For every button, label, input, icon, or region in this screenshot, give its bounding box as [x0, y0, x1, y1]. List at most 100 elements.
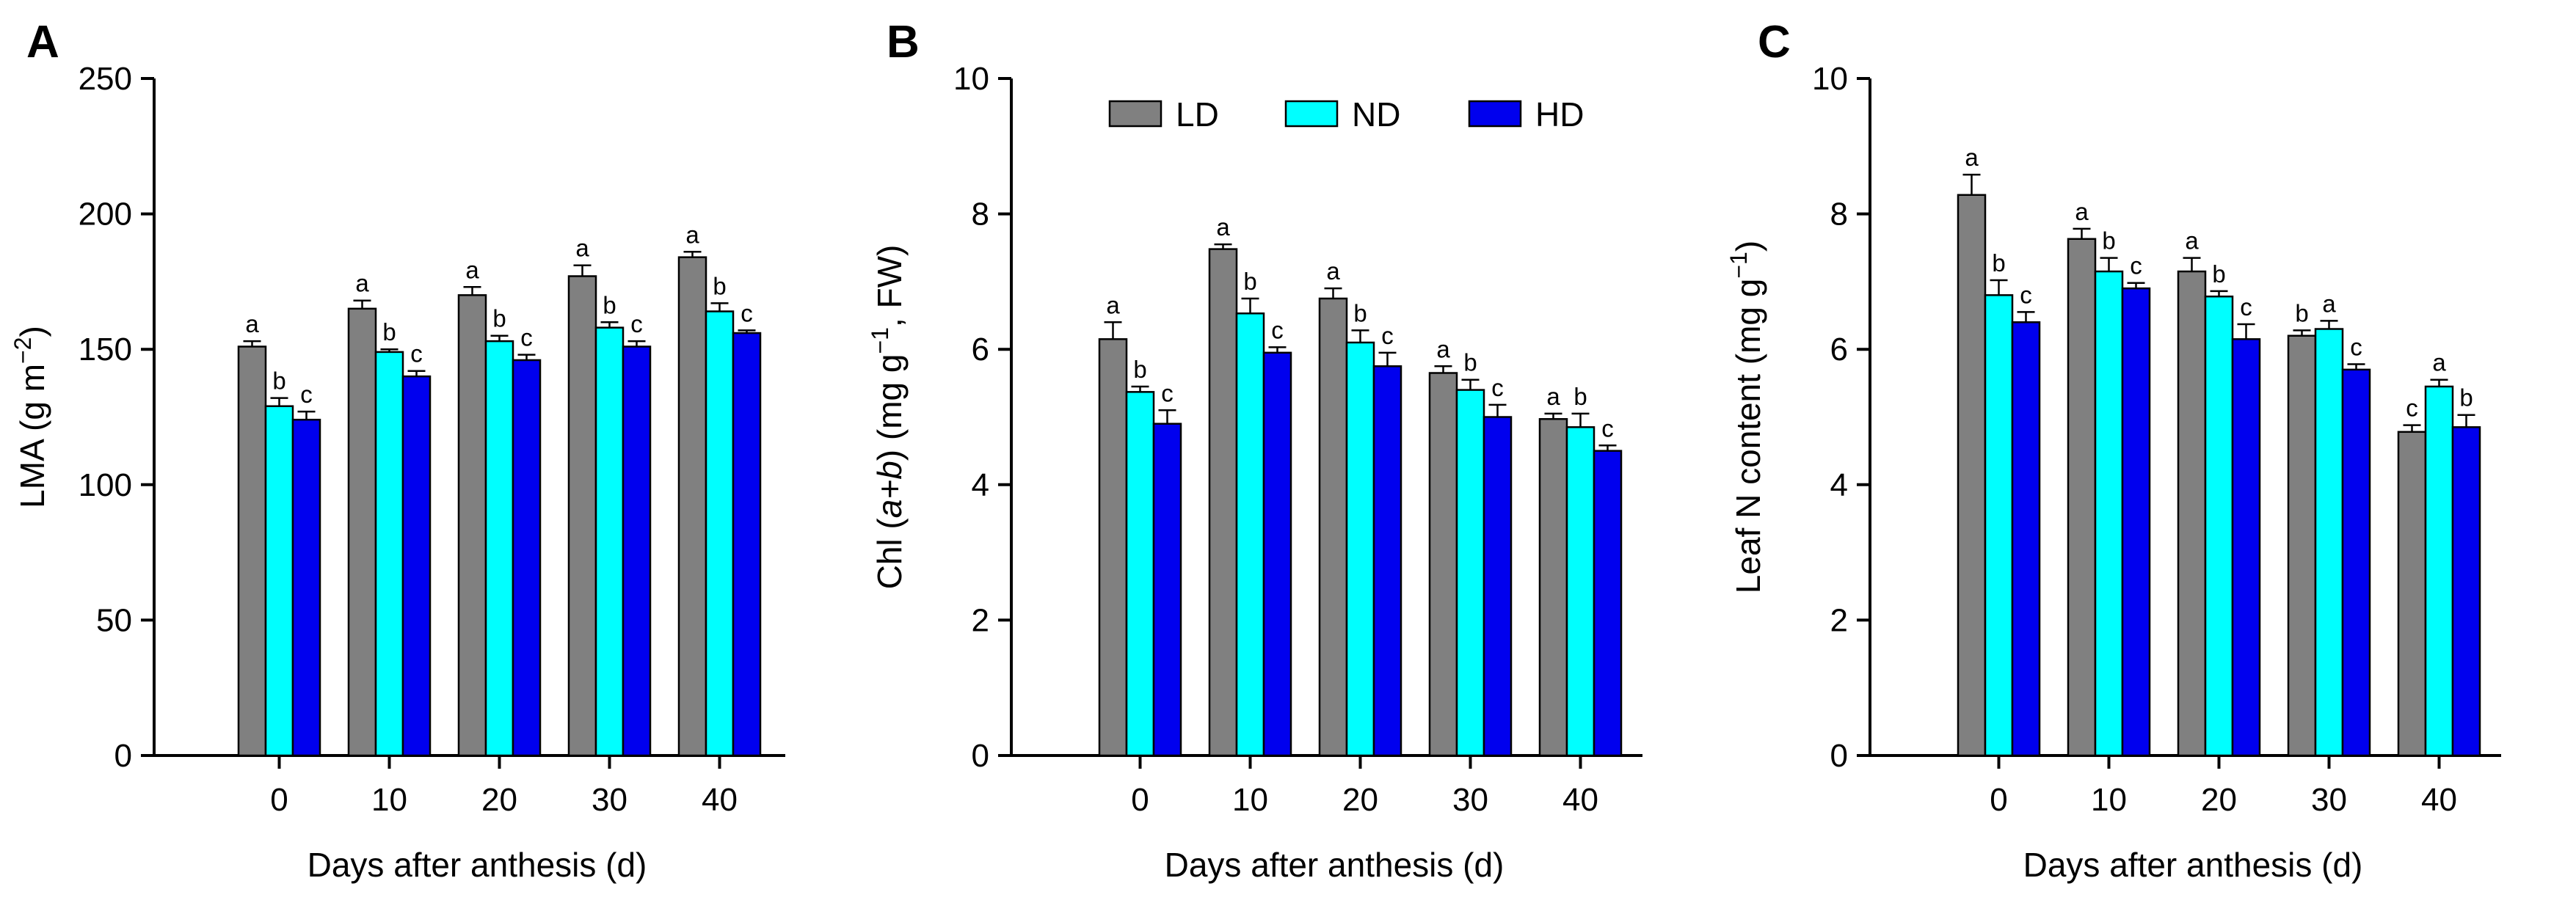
significance-letter: a [575, 235, 589, 262]
x-tick-label: 0 [1990, 782, 2007, 818]
y-tick-label: 4 [972, 467, 989, 503]
bar-hd [732, 332, 762, 757]
y-tick-label: 4 [1830, 467, 1848, 503]
bar-ld [2067, 238, 2097, 757]
significance-letter: c [2130, 252, 2142, 279]
y-tick-label: 250 [79, 61, 132, 97]
significance-letter: a [1106, 291, 1120, 318]
x-axis-title: Days after anthesis (d) [308, 846, 647, 884]
legend-swatch-ld [1108, 100, 1163, 128]
bar-nd [484, 340, 514, 757]
bar-ld [677, 256, 707, 757]
bar-ld [457, 294, 487, 757]
x-tick-label: 40 [1562, 782, 1598, 818]
y-tick-label: 0 [1830, 738, 1848, 774]
significance-letter: c [741, 299, 753, 326]
legend-swatch-hd [1468, 100, 1522, 128]
bar-ld [237, 345, 267, 757]
y-tick-label: 6 [1830, 332, 1848, 367]
x-tick-label: 30 [592, 782, 627, 818]
panel-letter: B [887, 17, 920, 67]
significance-letter: b [713, 272, 726, 299]
bar-hd [401, 375, 432, 757]
significance-letter: b [272, 367, 285, 395]
bar-ld [347, 307, 377, 757]
significance-letter: b [1243, 268, 1256, 295]
bar-hd [2011, 321, 2041, 757]
bar-nd [705, 310, 735, 757]
significance-letter: b [603, 291, 616, 318]
panel-letter: A [26, 17, 59, 67]
x-tick-label: 20 [2201, 782, 2237, 818]
significance-letter: a [465, 256, 479, 283]
bar-hd [1152, 422, 1182, 757]
x-tick-label: 10 [371, 782, 407, 818]
bar-nd [1984, 294, 2014, 757]
significance-letter: c [2406, 395, 2418, 422]
bar-hd [1482, 416, 1513, 757]
y-tick-label: 10 [953, 61, 989, 97]
bar-ld [1957, 194, 1987, 757]
significance-letter: a [1216, 213, 1230, 241]
significance-letter: a [685, 221, 699, 248]
y-tick-label: 0 [114, 738, 132, 774]
bar-ld [1538, 418, 1568, 757]
x-tick-label: 0 [1131, 782, 1149, 818]
legend-label-nd: ND [1352, 95, 1400, 133]
x-tick-label: 40 [2421, 782, 2457, 818]
bar-ld [2287, 334, 2317, 757]
legend-swatch-nd [1284, 100, 1339, 128]
significance-letter: c [1271, 316, 1284, 343]
x-axis-title: Days after anthesis (d) [1165, 846, 1505, 884]
significance-letter: c [1491, 374, 1504, 401]
legend-label-ld: LD [1176, 95, 1219, 133]
bar-nd [2094, 270, 2124, 757]
bar-hd [622, 345, 652, 757]
x-tick-label: 20 [1342, 782, 1378, 818]
x-tick-label: 10 [2091, 782, 2127, 818]
significance-letter: b [2459, 384, 2473, 411]
y-axis-title: LMA (g m−2) [10, 326, 51, 508]
bar-ld [2177, 270, 2207, 757]
significance-letter: b [1133, 356, 1146, 383]
y-tick-label: 2 [972, 602, 989, 638]
significance-letter: c [300, 381, 313, 408]
bar-nd [594, 326, 625, 757]
bar-hd [1593, 450, 1623, 757]
y-tick-label: 100 [79, 467, 132, 503]
bar-hd [2341, 368, 2371, 757]
x-tick-label: 30 [2311, 782, 2347, 818]
bar-nd [1565, 426, 1596, 757]
significance-letter: a [1965, 144, 1979, 171]
legend: LD ND HD [1108, 95, 1584, 133]
significance-letter: c [2240, 293, 2252, 321]
y-tick-label: 200 [79, 197, 132, 233]
significance-letter: b [1992, 249, 2005, 277]
bar-hd [512, 359, 542, 757]
bar-ld [1428, 372, 1458, 757]
significance-letter: a [1546, 383, 1560, 410]
y-tick-label: 50 [96, 602, 132, 638]
significance-letter: c [520, 324, 533, 351]
significance-letter: a [2432, 349, 2446, 376]
significance-letter: a [2075, 198, 2089, 225]
bar-hd [2231, 338, 2261, 757]
significance-letter: a [1326, 257, 1340, 285]
bar-ld [1098, 338, 1128, 757]
bar-nd [1345, 341, 1375, 757]
y-tick-label: 8 [1830, 197, 1848, 233]
bar-nd [1125, 391, 1155, 757]
bar-hd [1372, 365, 1402, 757]
x-axis-title: Days after anthesis (d) [2023, 846, 2363, 884]
significance-letter: c [630, 310, 643, 337]
bar-ld [1208, 248, 1238, 757]
y-tick-label: 8 [972, 197, 989, 233]
x-tick-label: 40 [702, 782, 738, 818]
significance-letter: a [1436, 335, 1450, 362]
bar-ld [2397, 431, 2427, 757]
bar-nd [2424, 385, 2454, 757]
